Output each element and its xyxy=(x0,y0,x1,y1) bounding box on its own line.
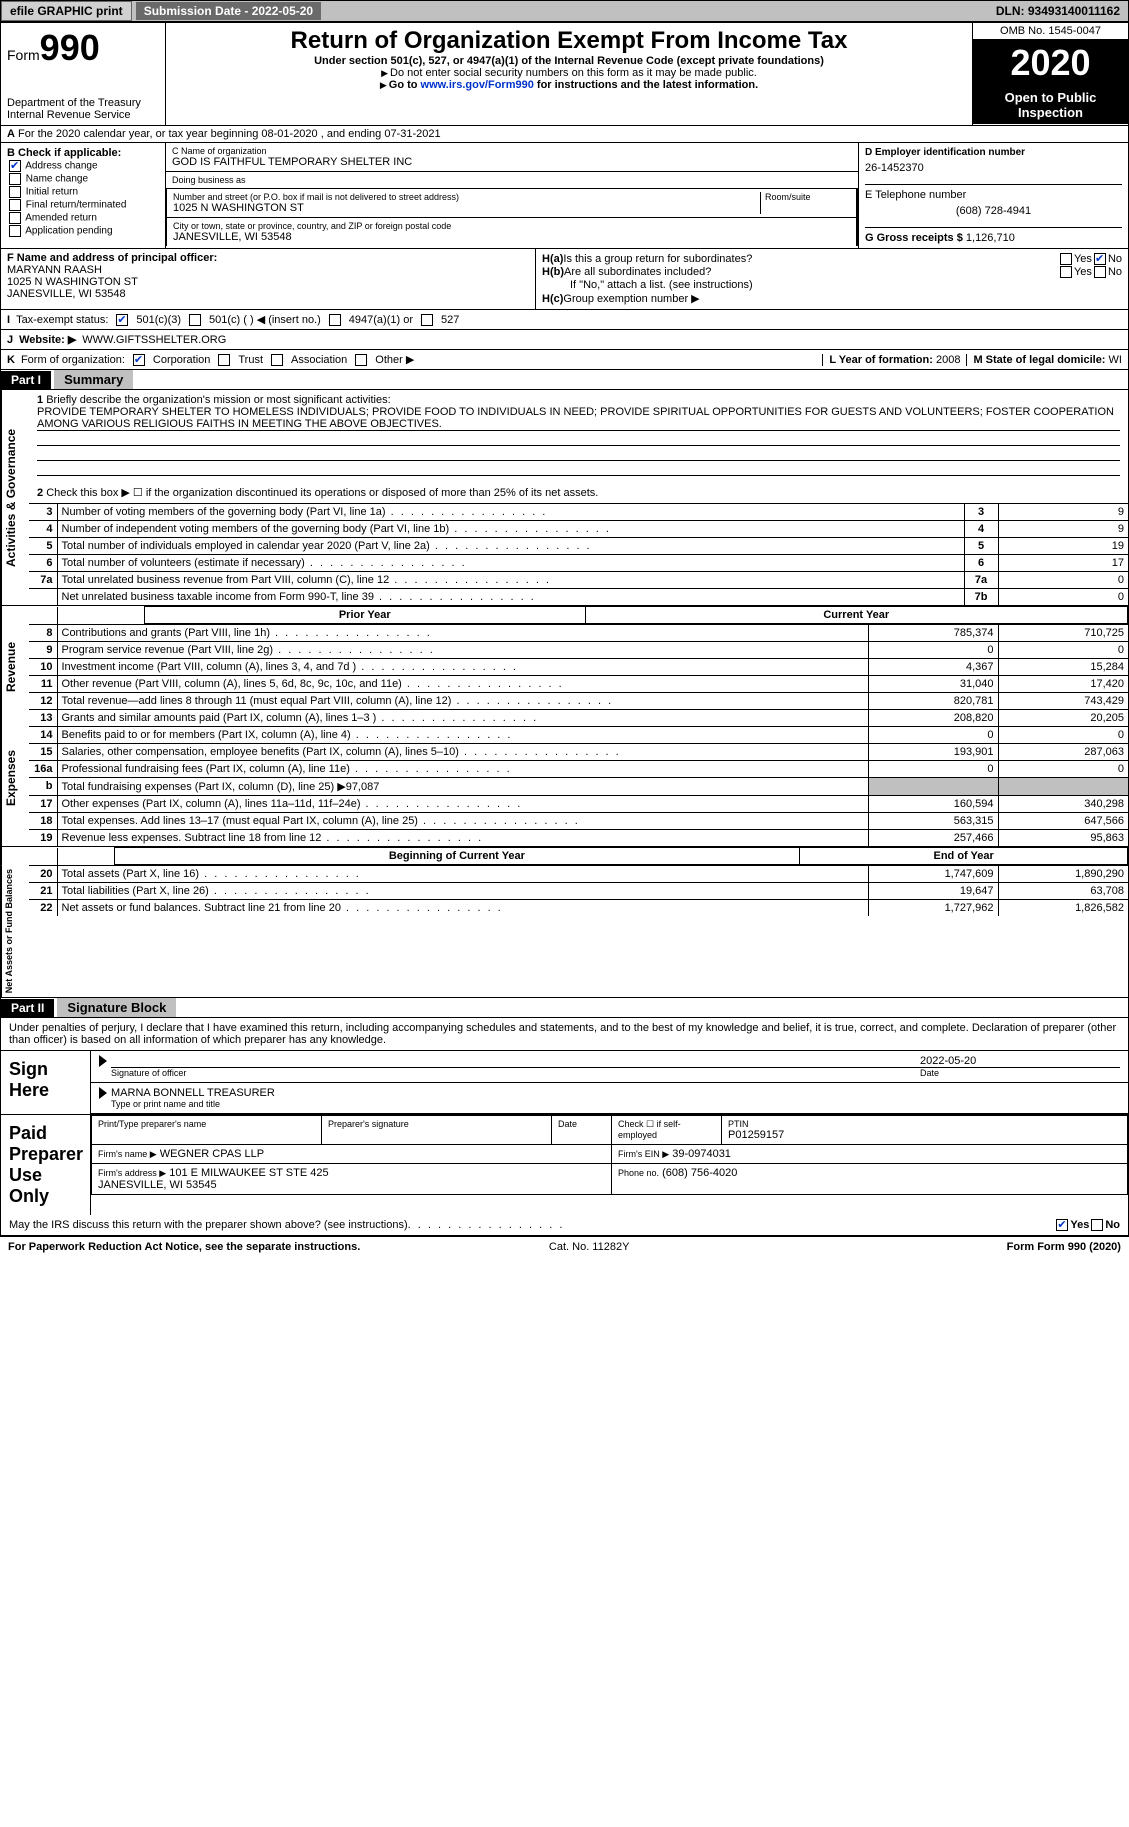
state-domicile: WI xyxy=(1109,354,1122,366)
cb-assoc[interactable] xyxy=(271,354,283,366)
line-a: A For the 2020 calendar year, or tax yea… xyxy=(0,126,1129,143)
preparer-table: Print/Type preparer's name Preparer's si… xyxy=(91,1115,1128,1195)
firm-ein: 39-0974031 xyxy=(672,1148,731,1160)
cb-527[interactable] xyxy=(421,314,433,326)
governance-table: 3Number of voting members of the governi… xyxy=(29,503,1128,605)
footer: For Paperwork Reduction Act Notice, see … xyxy=(0,1236,1129,1257)
open-inspection: Open to Public Inspection xyxy=(973,86,1128,124)
expenses-table: 13Grants and similar amounts paid (Part … xyxy=(29,709,1128,846)
mission-text: PROVIDE TEMPORARY SHELTER TO HOMELESS IN… xyxy=(37,406,1120,431)
cb-app-pending[interactable] xyxy=(9,225,21,237)
side-netassets: Net Assets or Fund Balances xyxy=(1,865,29,997)
org-name: GOD IS FAITHFUL TEMPORARY SHELTER INC xyxy=(172,156,852,168)
cb-501c3[interactable] xyxy=(116,314,128,326)
line-i: I Tax-exempt status: 501(c)(3) 501(c) ( … xyxy=(0,310,1129,330)
firm-name: WEGNER CPAS LLP xyxy=(160,1148,264,1160)
officer-name: MARYANN RAASH xyxy=(7,264,529,276)
top-bar: efile GRAPHIC print Submission Date - 20… xyxy=(0,0,1129,22)
side-expenses: Expenses xyxy=(1,709,29,846)
form-prefix: Form xyxy=(7,47,40,63)
line-j: J Website: ▶ WWW.GIFTSSHELTER.ORG xyxy=(0,330,1129,350)
website: WWW.GIFTSSHELTER.ORG xyxy=(82,334,226,346)
year-formation: 2008 xyxy=(936,354,960,366)
street: 1025 N WASHINGTON ST xyxy=(173,202,760,214)
form-title: Return of Organization Exempt From Incom… xyxy=(172,27,966,55)
city: JANESVILLE, WI 53548 xyxy=(173,231,850,243)
netassets-table: 20Total assets (Part X, line 16)1,747,60… xyxy=(29,865,1128,916)
irs-link[interactable]: www.irs.gov/Form990 xyxy=(421,79,534,91)
cb-501c[interactable] xyxy=(189,314,201,326)
tax-year: 2020 xyxy=(973,40,1128,86)
omb-number: OMB No. 1545-0047 xyxy=(973,23,1128,40)
cb-trust[interactable] xyxy=(218,354,230,366)
phone: (608) 728-4941 xyxy=(865,205,1122,217)
ptin: P01259157 xyxy=(728,1129,1121,1141)
side-revenue: Revenue xyxy=(1,624,29,709)
paid-preparer-label: Paid Preparer Use Only xyxy=(1,1115,91,1215)
cb-discuss-yes[interactable] xyxy=(1056,1219,1068,1231)
cb-ha-yes[interactable] xyxy=(1060,253,1072,265)
ein: 26-1452370 xyxy=(865,162,1122,174)
cb-name-change[interactable] xyxy=(9,173,21,185)
sign-here-label: Sign Here xyxy=(1,1051,91,1114)
revenue-table: 8Contributions and grants (Part VIII, li… xyxy=(29,624,1128,709)
cb-address-change[interactable] xyxy=(9,160,21,172)
declaration: Under penalties of perjury, I declare th… xyxy=(1,1018,1128,1051)
cb-hb-yes[interactable] xyxy=(1060,266,1072,278)
form-subtitle: Under section 501(c), 527, or 4947(a)(1)… xyxy=(172,55,966,67)
side-governance: Activities & Governance xyxy=(1,390,29,605)
cb-amended[interactable] xyxy=(9,212,21,224)
section-b: B Check if applicable: Address change Na… xyxy=(1,143,166,248)
cb-4947[interactable] xyxy=(329,314,341,326)
form-number: 990 xyxy=(40,27,100,68)
cb-discuss-no[interactable] xyxy=(1091,1219,1103,1231)
cb-other[interactable] xyxy=(355,354,367,366)
part2-title: Signature Block xyxy=(57,998,176,1017)
section-f: F Name and address of principal officer:… xyxy=(1,249,536,309)
cb-corp[interactable] xyxy=(133,354,145,366)
form-header: Form990 Department of the Treasury Inter… xyxy=(0,22,1129,126)
gross-receipts: 1,126,710 xyxy=(966,232,1015,244)
firm-phone: (608) 756-4020 xyxy=(662,1167,737,1179)
part1-tag: Part I xyxy=(1,371,51,389)
section-h: H(a) Is this a group return for subordin… xyxy=(536,249,1128,309)
dln-label: DLN: 93493140011162 xyxy=(988,2,1128,20)
cb-initial-return[interactable] xyxy=(9,186,21,198)
efile-print-button[interactable]: efile GRAPHIC print xyxy=(1,1,132,21)
officer-name-title: MARNA BONNELL TREASURER xyxy=(111,1087,1120,1099)
line-k: K Form of organization: Corporation Trus… xyxy=(0,350,1129,370)
note-ssn: Do not enter social security numbers on … xyxy=(172,67,966,79)
part2-tag: Part II xyxy=(1,999,54,1017)
cb-ha-no[interactable] xyxy=(1094,253,1106,265)
submission-date: Submission Date - 2022-05-20 xyxy=(136,2,321,20)
sig-date: 2022-05-20 xyxy=(920,1055,1120,1068)
cb-final-return[interactable] xyxy=(9,199,21,211)
dept-label: Department of the Treasury Internal Reve… xyxy=(7,97,159,121)
cb-hb-no[interactable] xyxy=(1094,266,1106,278)
part1-title: Summary xyxy=(54,370,133,389)
